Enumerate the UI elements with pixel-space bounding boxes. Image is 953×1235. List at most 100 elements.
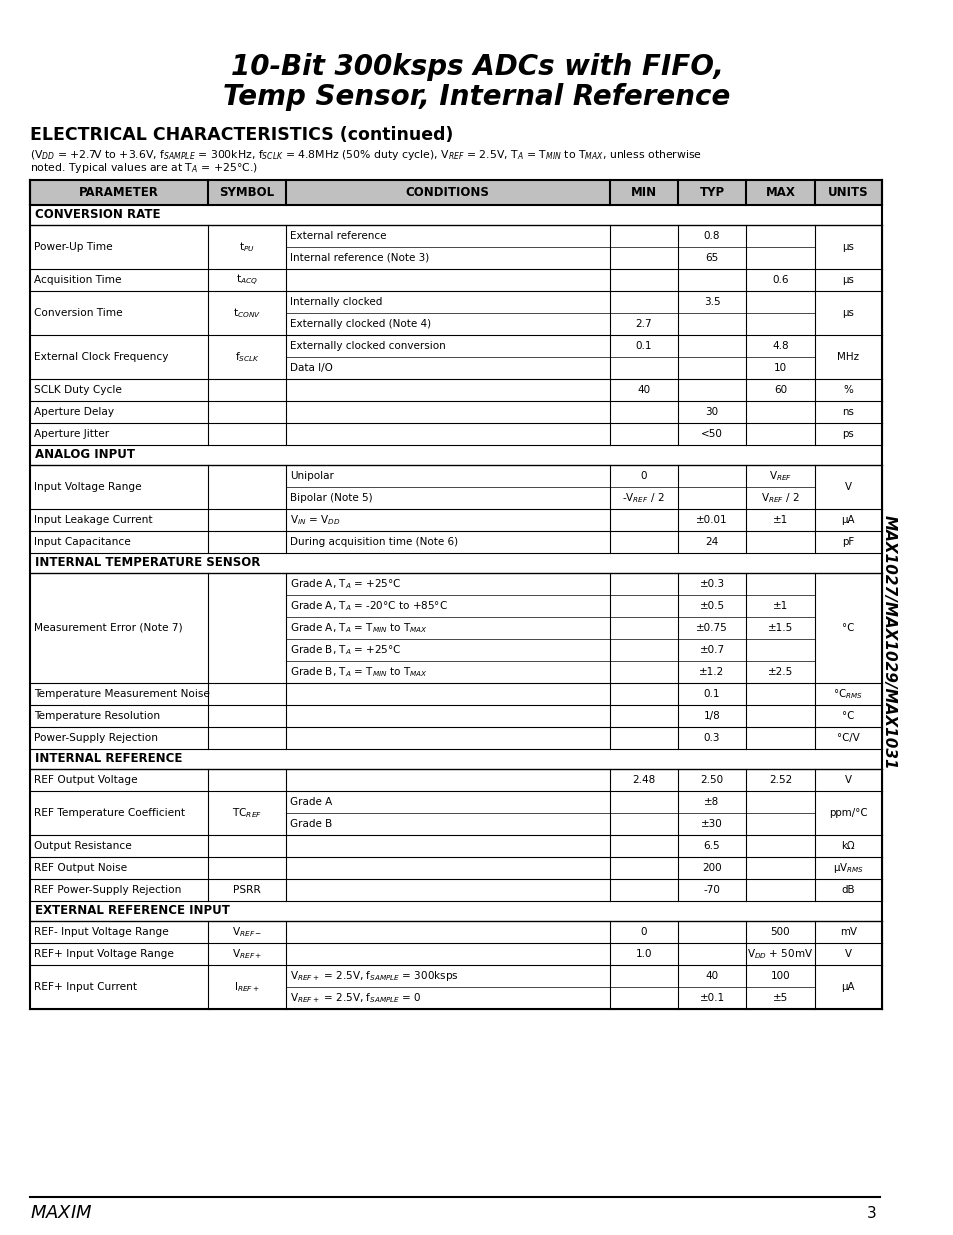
- Text: 4.8: 4.8: [771, 341, 788, 351]
- Text: MIN: MIN: [630, 186, 656, 199]
- Text: 2.50: 2.50: [700, 776, 723, 785]
- Text: 0.6: 0.6: [771, 275, 788, 285]
- Text: 60: 60: [773, 385, 786, 395]
- Text: Grade A, T$_A$ = +25°C: Grade A, T$_A$ = +25°C: [290, 577, 401, 590]
- Text: ±1.2: ±1.2: [699, 667, 724, 677]
- Text: Data I/O: Data I/O: [290, 363, 333, 373]
- Text: External Clock Frequency: External Clock Frequency: [34, 352, 169, 362]
- Text: Unipolar: Unipolar: [290, 471, 334, 480]
- Text: INTERNAL REFERENCE: INTERNAL REFERENCE: [35, 752, 182, 766]
- Text: %: %: [842, 385, 852, 395]
- Text: μA: μA: [841, 515, 854, 525]
- Text: μV$_{RMS}$: μV$_{RMS}$: [832, 861, 862, 876]
- Text: 6.5: 6.5: [703, 841, 720, 851]
- Text: Grade A, T$_A$ = T$_{MIN}$ to T$_{MAX}$: Grade A, T$_A$ = T$_{MIN}$ to T$_{MAX}$: [290, 621, 428, 635]
- Text: 0.1: 0.1: [635, 341, 651, 351]
- Text: 200: 200: [701, 863, 721, 873]
- Text: Output Resistance: Output Resistance: [34, 841, 132, 851]
- Text: UNITS: UNITS: [827, 186, 867, 199]
- Text: Acquisition Time: Acquisition Time: [34, 275, 121, 285]
- Text: MHz: MHz: [837, 352, 859, 362]
- Text: °C$_{RMS}$: °C$_{RMS}$: [833, 687, 862, 701]
- Text: Grade B, T$_A$ = +25°C: Grade B, T$_A$ = +25°C: [290, 643, 401, 657]
- Text: REF+ Input Current: REF+ Input Current: [34, 982, 137, 992]
- Text: Aperture Delay: Aperture Delay: [34, 408, 114, 417]
- Text: Internally clocked: Internally clocked: [290, 296, 382, 308]
- Text: MAX: MAX: [764, 186, 795, 199]
- Text: Bipolar (Note 5): Bipolar (Note 5): [290, 493, 373, 503]
- Text: V: V: [844, 948, 851, 960]
- Text: ±5: ±5: [772, 993, 787, 1003]
- Text: 40: 40: [637, 385, 650, 395]
- Text: Input Leakage Current: Input Leakage Current: [34, 515, 152, 525]
- Text: REF Output Voltage: REF Output Voltage: [34, 776, 137, 785]
- Text: 3: 3: [866, 1205, 876, 1220]
- Text: t$_{CONV}$: t$_{CONV}$: [233, 306, 261, 320]
- Text: 0: 0: [639, 927, 646, 937]
- Text: REF Output Noise: REF Output Noise: [34, 863, 127, 873]
- Text: V$_{REF-}$: V$_{REF-}$: [232, 925, 262, 939]
- Text: ±2.5: ±2.5: [767, 667, 792, 677]
- Text: SCLK Duty Cycle: SCLK Duty Cycle: [34, 385, 122, 395]
- Text: Power-Supply Rejection: Power-Supply Rejection: [34, 734, 158, 743]
- Text: °C: °C: [841, 622, 854, 634]
- Text: Conversion Time: Conversion Time: [34, 308, 123, 317]
- Text: dB: dB: [841, 885, 854, 895]
- Text: ns: ns: [841, 408, 853, 417]
- Text: V: V: [844, 776, 851, 785]
- Text: 500: 500: [770, 927, 789, 937]
- Text: V$_{IN}$ = V$_{DD}$: V$_{IN}$ = V$_{DD}$: [290, 513, 340, 527]
- Text: REF Temperature Coefficient: REF Temperature Coefficient: [34, 808, 185, 818]
- Text: -V$_{REF}$ / 2: -V$_{REF}$ / 2: [621, 492, 664, 505]
- Text: Grade A: Grade A: [290, 797, 332, 806]
- Text: (V$_{DD}$ = +2.7V to +3.6V, f$_{SAMPLE}$ = 300kHz, f$_{SCLK}$ = 4.8MHz (50% duty: (V$_{DD}$ = +2.7V to +3.6V, f$_{SAMPLE}$…: [30, 148, 701, 162]
- Text: Temperature Resolution: Temperature Resolution: [34, 711, 160, 721]
- Text: 24: 24: [704, 537, 718, 547]
- Text: -70: -70: [703, 885, 720, 895]
- Text: Grade B: Grade B: [290, 819, 332, 829]
- Text: V$_{REF}$: V$_{REF}$: [768, 469, 791, 483]
- Text: f$_{SCLK}$: f$_{SCLK}$: [234, 350, 259, 364]
- Text: V: V: [844, 482, 851, 492]
- Text: Aperture Jitter: Aperture Jitter: [34, 429, 109, 438]
- Text: ±0.5: ±0.5: [699, 601, 724, 611]
- Text: 3.5: 3.5: [703, 296, 720, 308]
- Text: REF Power-Supply Rejection: REF Power-Supply Rejection: [34, 885, 181, 895]
- Text: TYP: TYP: [699, 186, 724, 199]
- Text: ppm/°C: ppm/°C: [828, 808, 866, 818]
- Text: CONDITIONS: CONDITIONS: [405, 186, 489, 199]
- Text: 30: 30: [705, 408, 718, 417]
- Text: mV: mV: [839, 927, 856, 937]
- Text: ±0.75: ±0.75: [696, 622, 727, 634]
- Text: ANALOG INPUT: ANALOG INPUT: [35, 448, 135, 462]
- Text: 2.48: 2.48: [632, 776, 655, 785]
- Text: ±0.01: ±0.01: [696, 515, 727, 525]
- Text: 10-Bit 300ksps ADCs with FIFO,: 10-Bit 300ksps ADCs with FIFO,: [231, 53, 722, 82]
- Text: Externally clocked (Note 4): Externally clocked (Note 4): [290, 319, 431, 329]
- Text: SYMBOL: SYMBOL: [219, 186, 274, 199]
- Text: ELECTRICAL CHARACTERISTICS (continued): ELECTRICAL CHARACTERISTICS (continued): [30, 126, 453, 144]
- Text: Grade B, T$_A$ = T$_{MIN}$ to T$_{MAX}$: Grade B, T$_A$ = T$_{MIN}$ to T$_{MAX}$: [290, 666, 428, 679]
- Text: 65: 65: [704, 253, 718, 263]
- Text: t$_{PU}$: t$_{PU}$: [239, 240, 254, 254]
- Text: ±1: ±1: [772, 601, 787, 611]
- Text: ±0.1: ±0.1: [699, 993, 724, 1003]
- Text: PARAMETER: PARAMETER: [79, 186, 159, 199]
- Text: °C/V: °C/V: [836, 734, 859, 743]
- Text: $\mathbf{\mathit{MAXIM}}$: $\mathbf{\mathit{MAXIM}}$: [30, 1204, 92, 1221]
- Text: Internal reference (Note 3): Internal reference (Note 3): [290, 253, 429, 263]
- Text: μA: μA: [841, 982, 854, 992]
- Bar: [30, 180, 882, 205]
- Text: Power-Up Time: Power-Up Time: [34, 242, 112, 252]
- Text: Measurement Error (Note 7): Measurement Error (Note 7): [34, 622, 182, 634]
- Text: °C: °C: [841, 711, 854, 721]
- Text: Grade A, T$_A$ = -20°C to +85°C: Grade A, T$_A$ = -20°C to +85°C: [290, 599, 447, 613]
- Text: I$_{REF+}$: I$_{REF+}$: [233, 981, 260, 994]
- Text: ±8: ±8: [703, 797, 719, 806]
- Text: CONVERSION RATE: CONVERSION RATE: [35, 209, 160, 221]
- Text: 0: 0: [639, 471, 646, 480]
- Text: t$_{ACQ}$: t$_{ACQ}$: [236, 273, 257, 288]
- Text: Temperature Measurement Noise: Temperature Measurement Noise: [34, 689, 210, 699]
- Text: 2.7: 2.7: [635, 319, 651, 329]
- Text: 1.0: 1.0: [635, 948, 651, 960]
